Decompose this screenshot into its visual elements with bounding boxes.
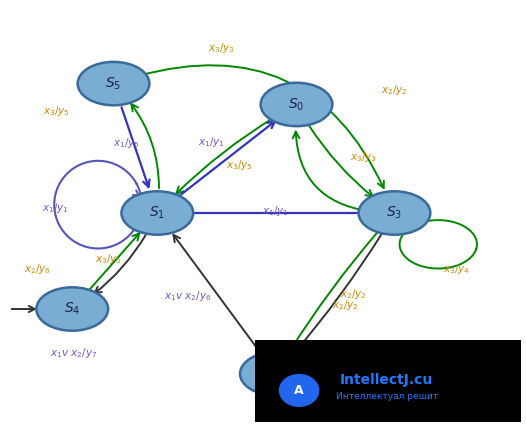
Text: IntellectJ.cu: IntellectJ.cu <box>340 373 433 387</box>
Text: $x_3/y_3$: $x_3/y_3$ <box>350 150 377 164</box>
Text: $S_0$: $S_0$ <box>288 96 305 112</box>
Text: Интеллектуал решит: Интеллектуал решит <box>336 392 438 401</box>
Text: $x_1v\ x_2/y_6$: $x_1v\ x_2/y_6$ <box>165 290 212 303</box>
Text: $x_1/y_1$: $x_1/y_1$ <box>262 204 289 218</box>
Text: $x_3/y_5$: $x_3/y_5$ <box>226 158 253 172</box>
Text: $x_2/y_2$: $x_2/y_2$ <box>340 288 367 302</box>
Ellipse shape <box>78 62 149 105</box>
Ellipse shape <box>260 83 332 126</box>
Text: $x_1/y_1$: $x_1/y_1$ <box>42 201 69 215</box>
Circle shape <box>279 374 319 406</box>
Ellipse shape <box>36 287 108 331</box>
Text: $x_1/y_1$: $x_1/y_1$ <box>198 135 225 149</box>
Text: $S_1$: $S_1$ <box>149 205 165 221</box>
Text: $x_1v\ x_2/y_7$: $x_1v\ x_2/y_7$ <box>50 346 98 360</box>
Text: $S_2$: $S_2$ <box>268 366 284 382</box>
Text: $x_2/y_2$: $x_2/y_2$ <box>381 83 408 97</box>
Text: $x_3/y_5$: $x_3/y_5$ <box>95 252 122 266</box>
Ellipse shape <box>122 191 193 235</box>
Text: $x_2/y_2$: $x_2/y_2$ <box>332 298 359 312</box>
Text: $x_3/y_3$: $x_3/y_3$ <box>208 41 235 55</box>
Text: $S_4$: $S_4$ <box>64 301 80 317</box>
Bar <box>255 340 521 422</box>
Text: $x_3/y_5$: $x_3/y_5$ <box>43 104 70 118</box>
Text: $x_3/y_4$: $x_3/y_4$ <box>443 262 470 276</box>
Text: $S_5$: $S_5$ <box>105 75 122 92</box>
Ellipse shape <box>240 352 312 395</box>
Text: A: A <box>294 384 304 397</box>
Text: $S_3$: $S_3$ <box>387 205 402 221</box>
Text: $x_2/y_6$: $x_2/y_6$ <box>24 262 51 276</box>
Ellipse shape <box>359 191 430 235</box>
Text: $x_1/y_5$: $x_1/y_5$ <box>113 136 140 150</box>
